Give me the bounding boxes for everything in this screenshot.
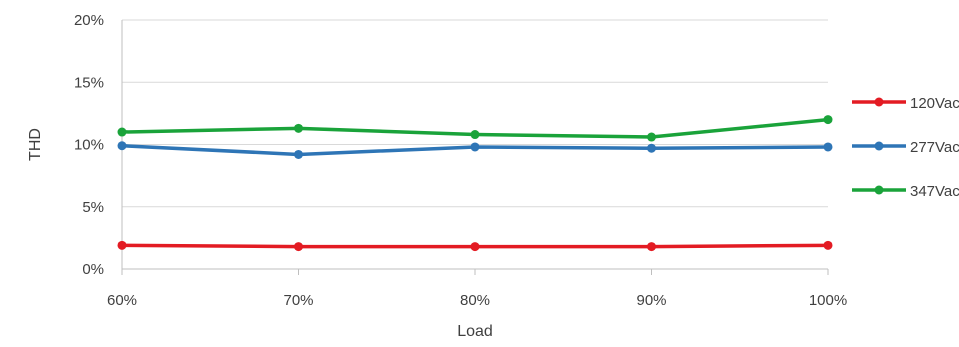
data-point — [470, 130, 480, 140]
legend-swatch-marker — [874, 97, 884, 107]
legend-swatch-marker — [874, 141, 884, 151]
y-tick-label: 0% — [82, 261, 104, 278]
data-point — [823, 142, 833, 152]
x-tick-label: 70% — [283, 292, 313, 309]
legend-item-277Vac: 277Vac — [852, 139, 959, 156]
data-point — [117, 240, 127, 250]
data-point — [117, 127, 127, 137]
x-tick-label: 100% — [809, 292, 847, 309]
legend-label: 347Vac — [910, 183, 959, 200]
y-tick-label: 5% — [82, 199, 104, 216]
legend-swatch-marker — [874, 185, 884, 195]
y-tick-label: 10% — [74, 137, 104, 154]
data-point — [117, 141, 127, 151]
legend: 120Vac 277Vac 347Vac — [852, 95, 959, 200]
x-tick-label: 90% — [636, 292, 666, 309]
data-point — [294, 149, 303, 159]
x-tick-label: 60% — [107, 292, 137, 309]
data-point — [647, 132, 656, 142]
y-tick-label: 15% — [74, 74, 104, 91]
legend-label: 120Vac — [910, 95, 959, 112]
legend-item-347Vac: 347Vac — [852, 183, 959, 200]
data-point — [647, 242, 656, 252]
gridlines — [122, 19, 828, 208]
data-point — [294, 123, 303, 133]
legend-label: 277Vac — [910, 139, 959, 156]
data-point — [823, 115, 833, 125]
data-point — [294, 242, 303, 252]
x-axis-title: Load — [457, 323, 493, 340]
series-277Vac — [117, 141, 833, 159]
y-axis-title: THD — [27, 128, 44, 161]
data-point — [823, 240, 833, 250]
x-tick-label: 80% — [460, 292, 490, 309]
data-point — [470, 142, 480, 152]
series-347Vac — [117, 115, 833, 142]
y-tick-label: 20% — [74, 12, 104, 29]
series-120Vac — [117, 240, 833, 252]
data-point — [647, 143, 656, 153]
legend-item-120Vac: 120Vac — [852, 95, 959, 112]
tick-labels: 0% 5% 10% 15% 20% 60% 70% 80% 90% 100% — [74, 12, 847, 309]
data-point — [470, 242, 480, 252]
series-lines — [117, 115, 833, 252]
